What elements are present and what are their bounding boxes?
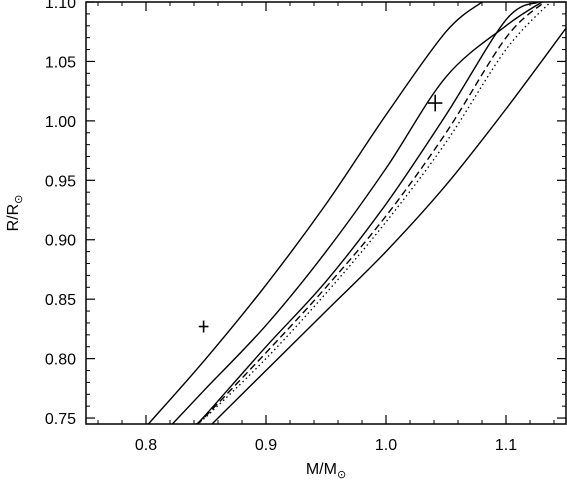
y-tick-label: 1.10: [45, 0, 76, 12]
y-tick-label: 1.00: [45, 114, 76, 131]
x-tick-label: 0.9: [255, 437, 277, 454]
y-axis-label-main: R/R: [5, 204, 22, 232]
series-solid-line-1: [147, 2, 483, 424]
data-point-1: [198, 320, 209, 333]
data-point-2: [428, 94, 443, 112]
y-tick-label: 0.75: [45, 411, 76, 428]
series-dotted-line-5: [196, 2, 551, 424]
series-solid-line-6: [211, 27, 566, 424]
series-dashed-line-4: [195, 2, 545, 424]
y-axis-label-subscript: ⊙: [13, 195, 25, 204]
series-solid-line-2: [171, 2, 543, 424]
y-tick-label: 0.85: [45, 292, 76, 309]
x-tick-label: 1.1: [495, 437, 517, 454]
plot-frame: [85, 1, 567, 425]
y-tick-label: 1.05: [45, 54, 76, 71]
y-tick-label: 0.80: [45, 352, 76, 369]
x-axis-label-subscript: ⊙: [337, 469, 346, 481]
x-tick-label: 1.0: [375, 437, 397, 454]
points-layer: [198, 94, 443, 333]
x-axis-label: M/M⊙: [306, 461, 346, 481]
y-tick-label: 0.90: [45, 233, 76, 250]
series-layer: [147, 2, 566, 424]
x-tick-label: 0.8: [135, 437, 157, 454]
x-axis-label-main: M/M: [306, 461, 337, 478]
y-axis-label: R/R⊙: [5, 195, 25, 232]
ticks-layer: 0.8 0.9 1.0 1.1 0.75 0.80 0.85 0.90 0.95 1.00 1.05…: [45, 0, 566, 454]
y-tick-label: 0.95: [45, 173, 76, 190]
series-solid-line-3: [195, 2, 539, 424]
